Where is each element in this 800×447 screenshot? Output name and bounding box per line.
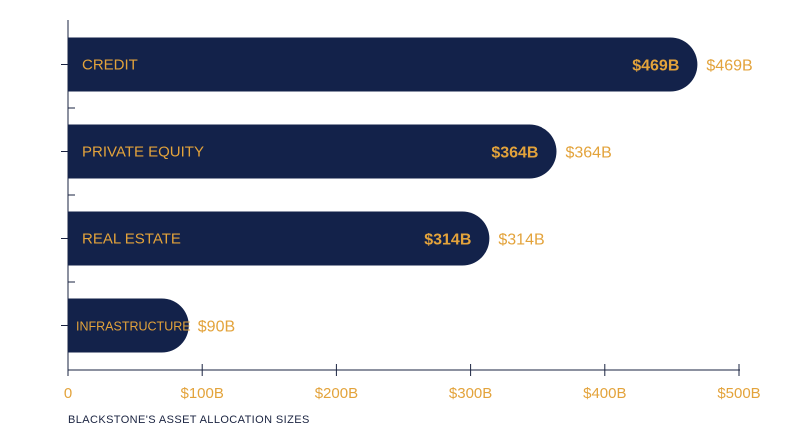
bar-value-label-inner: $469B bbox=[632, 58, 679, 75]
chart-caption: BLACKSTONE'S ASSET ALLOCATION SIZES bbox=[68, 414, 310, 426]
bar bbox=[68, 37, 698, 92]
bar-value-label: $314B bbox=[498, 232, 544, 249]
category-label: INFRASTRUCTURE bbox=[76, 320, 191, 334]
bar bbox=[68, 298, 189, 353]
x-tick-label: $300B bbox=[449, 385, 492, 402]
x-tick-label: $200B bbox=[315, 385, 358, 402]
bar-value-label-inner: $364B bbox=[491, 145, 538, 162]
x-tick-label: $400B bbox=[583, 385, 626, 402]
bar bbox=[68, 211, 490, 266]
category-label: CREDIT bbox=[82, 57, 138, 74]
x-tick-label: $500B bbox=[717, 385, 760, 402]
bar-value-label: $364B bbox=[565, 145, 611, 162]
bar bbox=[68, 124, 557, 179]
bar-value-label-inner: $314B bbox=[424, 232, 471, 249]
x-tick-label: 0 bbox=[64, 385, 72, 402]
bar-value-label: $90B bbox=[198, 319, 235, 336]
bar-value-label: $469B bbox=[706, 58, 752, 75]
x-tick-label: $100B bbox=[181, 385, 224, 402]
category-label: PRIVATE EQUITY bbox=[82, 144, 204, 161]
category-label: REAL ESTATE bbox=[82, 231, 181, 248]
